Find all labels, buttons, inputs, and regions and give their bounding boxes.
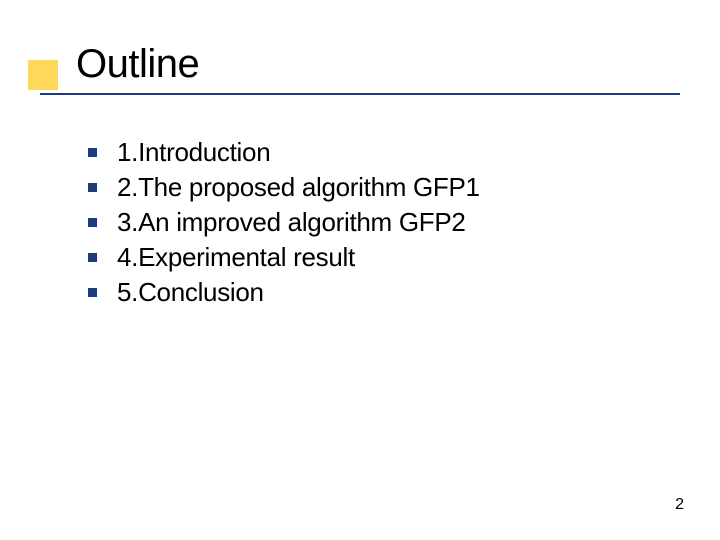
list-item: 2.The proposed algorithm GFP1 bbox=[88, 172, 720, 203]
square-bullet-icon bbox=[88, 288, 97, 297]
list-item-text: 5.Conclusion bbox=[117, 277, 264, 308]
page-number: 2 bbox=[675, 496, 684, 514]
title-rule bbox=[40, 93, 680, 95]
square-bullet-icon bbox=[88, 218, 97, 227]
slide-title: Outline bbox=[76, 42, 720, 87]
list-item-text: 3.An improved algorithm GFP2 bbox=[117, 207, 466, 238]
title-accent-box bbox=[28, 60, 58, 90]
square-bullet-icon bbox=[88, 253, 97, 262]
list-item: 4.Experimental result bbox=[88, 242, 720, 273]
title-area: Outline bbox=[0, 0, 720, 87]
list-item: 5.Conclusion bbox=[88, 277, 720, 308]
list-item-text: 2.The proposed algorithm GFP1 bbox=[117, 172, 480, 203]
bullet-list: 1.Introduction 2.The proposed algorithm … bbox=[88, 137, 720, 308]
square-bullet-icon bbox=[88, 148, 97, 157]
list-item: 1.Introduction bbox=[88, 137, 720, 168]
list-item: 3.An improved algorithm GFP2 bbox=[88, 207, 720, 238]
list-item-text: 1.Introduction bbox=[117, 137, 270, 168]
list-item-text: 4.Experimental result bbox=[117, 242, 355, 273]
square-bullet-icon bbox=[88, 183, 97, 192]
